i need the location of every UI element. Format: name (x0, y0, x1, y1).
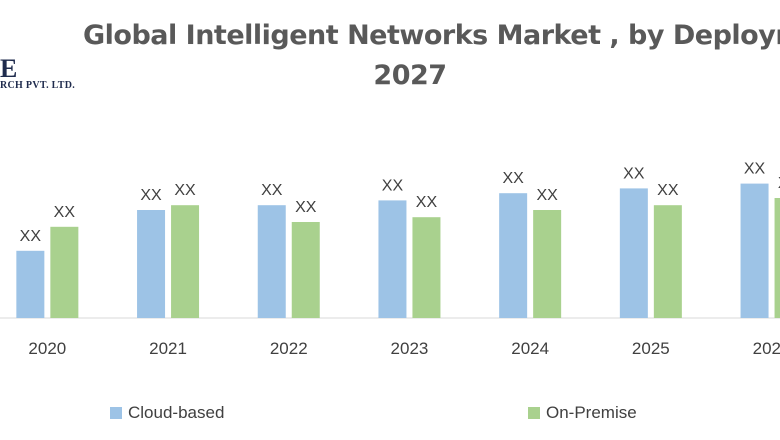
bar-on-premise-2024 (533, 210, 562, 318)
bar-cloud-based-2026 (740, 183, 769, 318)
data-label-on-premise-2025: XX (657, 182, 679, 199)
legend-item-cloud-based: Cloud-based (110, 403, 224, 423)
data-label-cloud-based-2023: XX (382, 177, 404, 194)
bar-cloud-based-2023 (378, 200, 407, 318)
x-tick-label-2024: 2024 (511, 339, 549, 358)
bar-on-premise-2020 (50, 226, 79, 318)
legend-swatch-cloud-based (110, 407, 122, 419)
x-tick-label-2022: 2022 (270, 339, 308, 358)
data-label-on-premise-2023: XX (416, 194, 438, 211)
data-label-cloud-based-2026: XX (744, 161, 766, 178)
bar-cloud-based-2022 (257, 205, 286, 318)
x-tick-label-2026: 2026 (753, 339, 780, 358)
data-label-on-premise-2026: XX (778, 175, 780, 192)
x-tick-label-2025: 2025 (632, 339, 670, 358)
bar-on-premise-2025 (653, 205, 682, 318)
data-label-cloud-based-2024: XX (502, 170, 524, 187)
logo-subtitle: RCH PVT. LTD. (0, 80, 76, 91)
bar-cloud-based-2021 (137, 210, 166, 318)
logo-mark: E (0, 54, 18, 83)
data-label-on-premise-2021: XX (174, 182, 196, 199)
bar-cloud-based-2024 (499, 193, 528, 318)
bar-cloud-based-2020 (16, 250, 45, 318)
data-label-cloud-based-2025: XX (623, 165, 645, 182)
data-label-on-premise-2022: XX (295, 199, 317, 216)
company-logo: E RCH PVT. LTD. (0, 54, 76, 92)
bar-on-premise-2021 (171, 205, 200, 318)
legend-item-on-premise: On-Premise (528, 403, 637, 423)
chart-title-line2: 2027 (373, 60, 447, 91)
chart-title-line1: Global Intelligent Networks Market , by … (83, 20, 780, 51)
x-tick-label-2021: 2021 (149, 339, 187, 358)
data-label-cloud-based-2022: XX (261, 182, 283, 199)
bar-on-premise-2023 (412, 217, 441, 318)
data-label-on-premise-2024: XX (536, 187, 558, 204)
bar-cloud-based-2025 (619, 188, 648, 318)
bar-on-premise-2026 (774, 198, 780, 318)
bar-on-premise-2022 (291, 222, 320, 318)
data-label-cloud-based-2021: XX (140, 187, 162, 204)
data-label-cloud-based-2020: XX (20, 228, 42, 245)
legend-label-on-premise: On-Premise (546, 403, 637, 422)
x-tick-label-2020: 2020 (28, 339, 66, 358)
data-label-on-premise-2020: XX (54, 204, 76, 221)
legend-swatch-on-premise (528, 407, 540, 419)
legend-label-cloud-based: Cloud-based (128, 403, 225, 422)
x-tick-label-2023: 2023 (391, 339, 429, 358)
